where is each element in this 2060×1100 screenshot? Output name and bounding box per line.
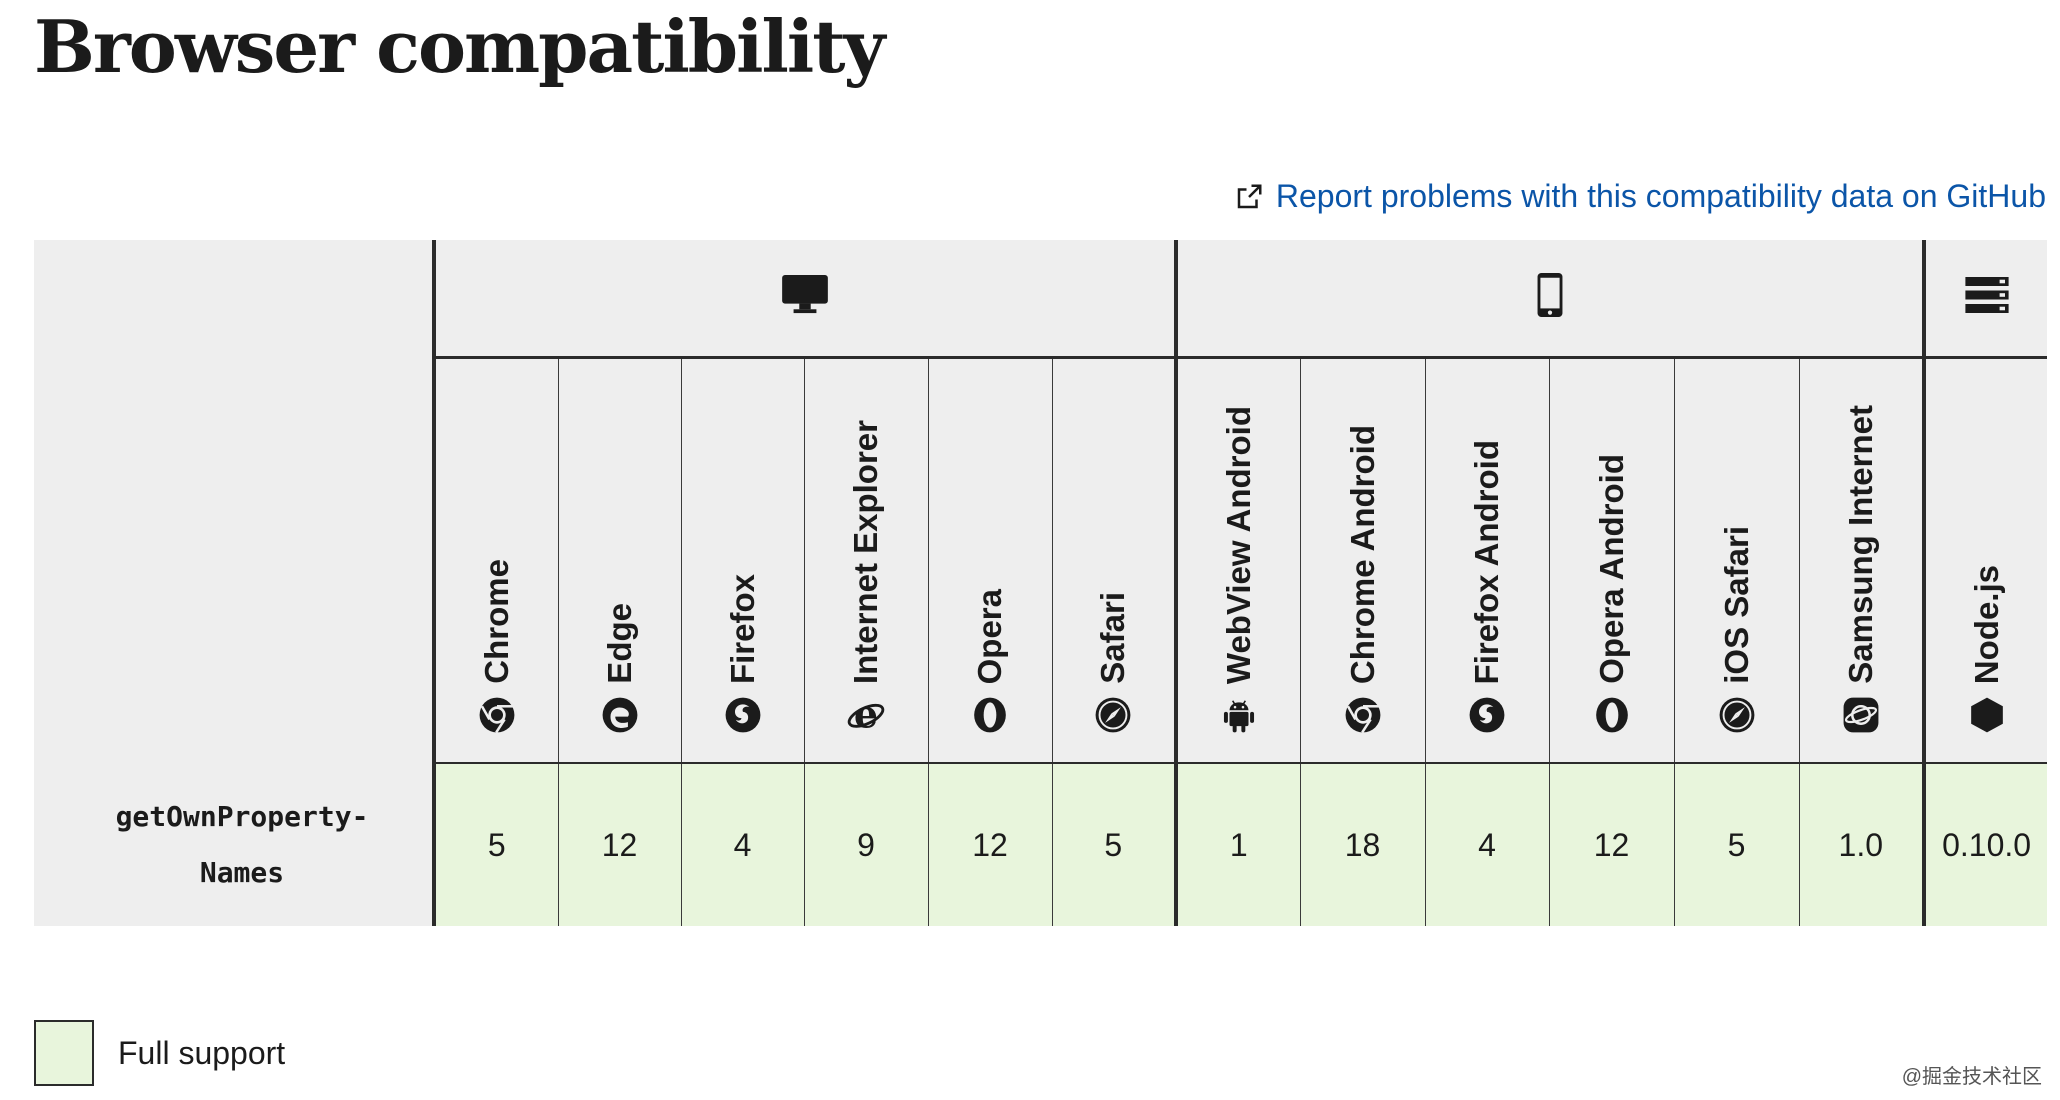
svg-text:e: e xyxy=(854,696,878,734)
support-cell-nodejs[interactable]: 0.10.0 xyxy=(1922,763,2048,926)
browser-head-firefox: Firefox xyxy=(680,357,804,764)
support-cell-safari[interactable]: 5 xyxy=(1051,763,1177,926)
desktop-icon xyxy=(782,275,828,314)
browser-name: Samsung Internet xyxy=(1841,405,1879,684)
nodejs-icon xyxy=(1970,697,2003,733)
browser-name: Chrome Android xyxy=(1343,424,1381,684)
watermark: @掘金技术社区 xyxy=(1901,1066,2042,1088)
browser-name: Node.js xyxy=(1967,564,2005,684)
group-mobile xyxy=(1174,240,1925,359)
firefox-icon xyxy=(725,697,760,733)
browser-head-opera-android: Opera Android xyxy=(1548,357,1675,764)
table-corner xyxy=(34,240,434,763)
browser-head-edge: Edge xyxy=(557,357,681,764)
page-title: Browser compatibility xyxy=(34,4,885,89)
browser-name: Firefox Android xyxy=(1468,439,1506,684)
support-cell-samsung-internet[interactable]: 1.0 xyxy=(1798,763,1925,926)
table-row: getOwnProperty- Names 5 12 4 9 12 5 1 18… xyxy=(34,763,2048,926)
mobile-icon xyxy=(1537,273,1563,318)
support-cell-firefox-android[interactable]: 4 xyxy=(1424,763,1550,926)
group-desktop xyxy=(431,240,1177,359)
browser-name: Opera Android xyxy=(1592,454,1630,684)
browser-name: Edge xyxy=(600,603,638,684)
legend-label: Full support xyxy=(118,1034,286,1071)
opera-icon xyxy=(974,697,1006,733)
report-problems-link[interactable]: Report problems with this compatibility … xyxy=(1234,178,2046,215)
feature-name-line: getOwnProperty- xyxy=(115,799,369,833)
browser-head-opera: Opera xyxy=(927,357,1052,764)
browser-name: Internet Explorer xyxy=(847,419,884,684)
safari-icon xyxy=(1095,697,1131,733)
support-cell-webview-android[interactable]: 1 xyxy=(1174,763,1301,926)
browser-head-internet-explorer: Internet Explorer e xyxy=(803,357,928,764)
browser-name: Safari xyxy=(1094,592,1132,684)
browser-head-webview-android: WebView Android xyxy=(1174,357,1301,764)
group-server xyxy=(1922,240,2048,359)
chrome-icon xyxy=(1345,697,1380,734)
support-cell-opera[interactable]: 12 xyxy=(927,763,1052,926)
android-icon xyxy=(1223,700,1254,733)
samsung-internet-icon xyxy=(1843,697,1879,733)
browser-head-firefox-android: Firefox Android xyxy=(1424,357,1550,764)
safari-icon xyxy=(1719,697,1754,733)
chrome-icon xyxy=(479,697,515,734)
support-cell-chrome-android[interactable]: 18 xyxy=(1299,763,1426,926)
browser-head-samsung-internet: Samsung Internet xyxy=(1798,357,1925,764)
browser-name: iOS Safari xyxy=(1717,526,1755,684)
browser-head-chrome-android: Chrome Android xyxy=(1299,357,1426,764)
browser-head-safari: Safari xyxy=(1051,357,1177,764)
support-cell-edge[interactable]: 12 xyxy=(557,763,681,926)
external-link-icon xyxy=(1237,184,1262,208)
browser-name: Opera xyxy=(971,588,1008,684)
support-cell-ios-safari[interactable]: 5 xyxy=(1673,763,1800,926)
browser-head-nodejs: Node.js xyxy=(1922,357,2048,764)
opera-icon xyxy=(1595,697,1628,733)
feature-name[interactable]: getOwnProperty- Names xyxy=(34,763,436,926)
server-icon xyxy=(1964,277,2009,314)
internet-explorer-icon: e xyxy=(847,696,885,734)
browser-head-chrome: Chrome xyxy=(432,357,558,764)
firefox-icon xyxy=(1469,697,1505,733)
legend: Full support xyxy=(34,1020,285,1086)
report-link-text: Report problems with this compatibility … xyxy=(1275,178,2046,214)
legend-swatch-full-support xyxy=(34,1020,94,1086)
browser-name: Firefox xyxy=(723,573,761,684)
browser-name: WebView Android xyxy=(1219,405,1257,684)
support-cell-internet-explorer[interactable]: 9 xyxy=(803,763,928,926)
support-cell-chrome[interactable]: 5 xyxy=(432,763,558,926)
support-cell-opera-android[interactable]: 12 xyxy=(1548,763,1675,926)
browser-head-ios-safari: iOS Safari xyxy=(1673,357,1800,764)
browser-name: Chrome xyxy=(477,559,515,684)
edge-icon xyxy=(602,697,637,733)
compat-table: Chrome Edge Firefox Internet Explorer e … xyxy=(34,240,2048,926)
feature-name-line: Names xyxy=(199,855,285,889)
support-cell-firefox[interactable]: 4 xyxy=(680,763,804,926)
